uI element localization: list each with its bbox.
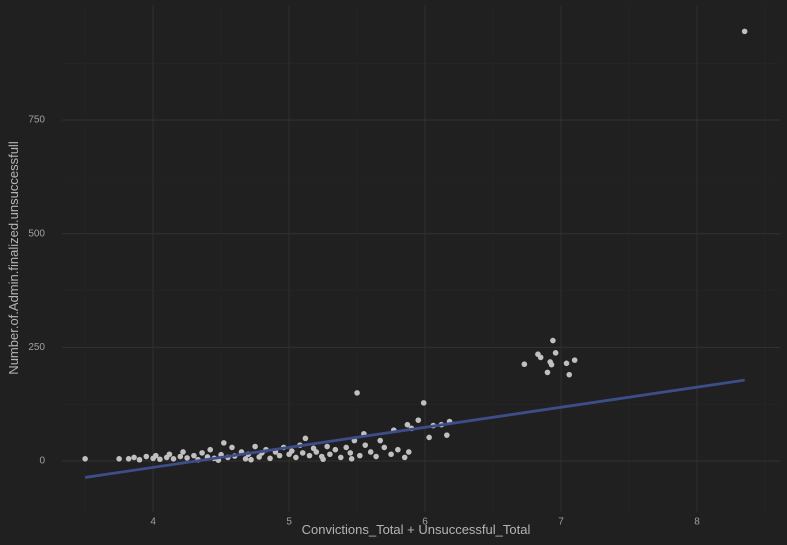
point (153, 452, 159, 459)
point (405, 449, 412, 455)
point (157, 456, 163, 463)
point (199, 450, 205, 456)
point (401, 454, 408, 461)
point (136, 456, 143, 463)
point (327, 451, 333, 458)
y-tick-label: 500 (28, 228, 45, 239)
x-tick-label: 6 (422, 516, 428, 527)
point (320, 456, 326, 463)
y-tick-label: 250 (28, 342, 45, 353)
point (741, 28, 748, 35)
point (299, 450, 306, 456)
point (563, 360, 570, 367)
point (177, 453, 184, 460)
point (550, 337, 556, 344)
point (537, 354, 544, 361)
point (571, 357, 578, 363)
point (256, 454, 262, 460)
point (116, 455, 122, 462)
point (362, 442, 369, 448)
point (552, 350, 559, 356)
x-axis-title: Convictions_Total + Unsuccessful_Total (302, 522, 531, 537)
point (131, 454, 137, 461)
point (377, 437, 384, 444)
point (306, 452, 313, 459)
point (293, 454, 299, 461)
point (415, 417, 422, 423)
point (404, 421, 411, 428)
point (242, 455, 249, 462)
point (184, 455, 190, 461)
point (367, 449, 374, 455)
point (248, 456, 254, 463)
point (354, 390, 360, 396)
point (324, 443, 330, 450)
point (125, 455, 132, 462)
point (276, 452, 283, 459)
point (143, 453, 150, 460)
point (566, 371, 573, 378)
point (444, 432, 450, 438)
point (170, 455, 177, 462)
point (267, 455, 273, 462)
point (381, 444, 388, 451)
x-tick-label: 4 (150, 516, 156, 527)
point (229, 444, 235, 451)
point (426, 434, 432, 441)
point (289, 448, 295, 454)
trend-line (84, 378, 745, 479)
point (313, 449, 320, 455)
point (548, 361, 555, 368)
x-tick-label: 8 (694, 516, 700, 527)
y-tick-label: 0 (39, 456, 45, 467)
point (521, 361, 528, 368)
point (348, 455, 355, 462)
x-tick-label: 5 (286, 516, 292, 527)
point (337, 454, 344, 461)
point (420, 400, 427, 406)
point (166, 451, 173, 458)
point (395, 446, 401, 453)
y-axis-title: Number.of.Admin.finalized.unsuccessfull (6, 141, 21, 375)
point (252, 443, 258, 450)
point (82, 455, 88, 462)
y-tick-label: 750 (28, 115, 45, 126)
point (343, 444, 350, 451)
point (357, 452, 363, 459)
point (221, 440, 227, 446)
point (207, 446, 214, 453)
point (373, 453, 379, 460)
point (544, 369, 551, 376)
point (191, 452, 197, 459)
x-tick-label: 7 (558, 516, 564, 527)
point (388, 451, 394, 458)
point (332, 446, 339, 453)
point (347, 450, 354, 456)
point (302, 435, 309, 442)
point (180, 449, 186, 455)
